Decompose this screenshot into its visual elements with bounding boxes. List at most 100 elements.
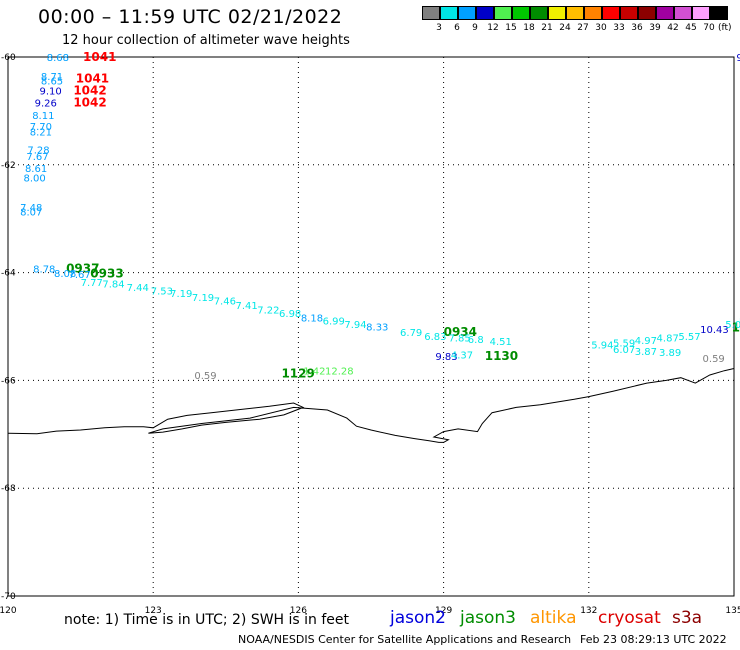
scale-swatch [710,6,728,20]
wave-height-value: 6.79 [400,328,422,339]
scale-label: 36 [631,23,643,33]
wave-height-value: 6.8 [468,335,484,346]
wave-height-value: 8.08 [54,269,76,280]
scale-label: 33 [613,23,625,33]
wave-height-value: 8.18 [301,313,323,324]
wave-height-value: 8.78 [33,264,55,275]
wave-height-value: 8.00 [23,174,45,185]
wave-height-value: 7.85 [448,333,470,344]
legend-jason3: jason3 [460,608,516,628]
lon-tick-label: 120 [0,606,17,616]
scale-label: 27 [577,23,589,33]
scale-label: 15 [505,23,517,33]
wave-height-value: 8.71 [41,72,63,83]
scale-swatch [476,6,494,20]
wave-height-value: 7.70 [30,122,52,133]
pass-time-label: 0937 [66,261,99,275]
wave-height-value: 7.46 [214,297,236,308]
wave-height-value: 6.83 [424,332,446,343]
wave-height-value: 3.87 [635,347,657,358]
lat-tick-label: -70 [1,592,16,602]
wave-height-value: 5.59 [613,339,635,350]
wave-height-value: 7.22 [257,305,279,316]
wave-height-value: 4.37 [451,351,473,362]
scale-label: 3 [436,23,442,33]
wave-height-value: 8.68 [47,53,69,64]
scale-label: 39 [649,23,661,33]
scale-unit: (ft) [718,23,732,33]
wave-height-value: 0.59 [703,354,725,365]
wave-height-value: 7.48 [20,203,42,214]
scale-swatch [602,6,620,20]
wave-height-value: 7.84 [102,279,124,290]
scale-swatch [692,6,710,20]
pass-time-label: 0933 [90,267,123,281]
pass-time-label: 1042 [73,95,106,109]
lat-tick-label: -60 [1,53,16,63]
wave-height-value: 7.19 [170,289,192,300]
wave-height-value: 8.21 [30,127,52,138]
coastline [7,368,735,443]
scale-swatch [674,6,692,20]
wave-height-value: 12.28 [325,367,354,378]
wave-height-value: 3.89 [659,348,681,359]
footer-note: note: 1) Time is in UTC; 2) SWH is in fe… [64,612,350,628]
lat-tick-label: -62 [1,161,16,171]
wave-height-value: 9.61 [736,53,740,64]
wave-height-value: 7.67 [69,270,91,281]
scale-swatch [620,6,638,20]
wave-height-value: 7.19 [192,293,214,304]
pass-time-label: 1041 [76,72,109,86]
pass-time-label: 1042 [73,83,106,97]
generation-timestamp: Feb 23 08:29:13 UTC 2022 [580,633,727,646]
pass-time-label: 1129 [281,366,314,380]
pass-time-label: 1131 [732,321,740,335]
scale-label: 6 [454,23,460,33]
lon-tick-label: 132 [580,606,597,616]
wave-height-value: 7.53 [151,286,173,297]
wave-height-value: 1.42 [303,367,325,378]
pass-time-label: 1041 [83,50,116,64]
wave-height-value: 8.65 [41,77,63,88]
scale-swatch [638,6,656,20]
wave-height-value: 8.11 [32,111,54,122]
wave-height-value: 5.12 [739,317,740,328]
wave-height-value: 6.98 [279,309,301,320]
wave-height-value: 9.26 [35,98,57,109]
lon-tick-label: 129 [435,606,452,616]
scale-swatch [512,6,530,20]
credit-line: NOAA/NESDIS Center for Satellite Applica… [238,633,572,646]
scale-swatch [566,6,584,20]
lat-tick-label: -64 [1,269,16,279]
wave-height-value: 0.59 [194,371,216,382]
scale-label: 9 [472,23,478,33]
wave-height-value: 5.94 [591,340,613,351]
pass-time-label: 0934 [444,325,477,339]
wave-height-value: 5.57 [678,332,700,343]
wave-height-value: 7.44 [127,283,149,294]
wave-height-value: 8.07 [20,208,42,219]
scale-swatch [656,6,674,20]
scale-label: 12 [487,23,499,33]
lat-tick-label: -68 [1,484,16,494]
legend-cryosat: cryosat [598,608,661,628]
lon-tick-label: 126 [290,606,307,616]
scale-swatch [548,6,566,20]
chart-title: 00:00 – 11:59 UTC 02/21/2022 [38,6,343,28]
chart-subtitle: 12 hour collection of altimeter wave hei… [62,33,350,48]
legend-jason2: jason2 [390,608,446,628]
scale-label: 70 [703,23,715,33]
scale-label: 24 [559,23,571,33]
scale-label: 21 [541,23,553,33]
scale-label: 45 [685,23,697,33]
scale-swatch [458,6,476,20]
scale-label: 42 [667,23,679,33]
wave-height-value: 6.99 [323,317,345,328]
legend-altika: altika [530,608,577,628]
wave-height-value: 7.67 [26,152,48,163]
scale-label: 30 [595,23,607,33]
scale-swatch [494,6,512,20]
wave-height-value: 7.77 [81,278,103,289]
wave-height-value: 5.0 [725,320,740,331]
